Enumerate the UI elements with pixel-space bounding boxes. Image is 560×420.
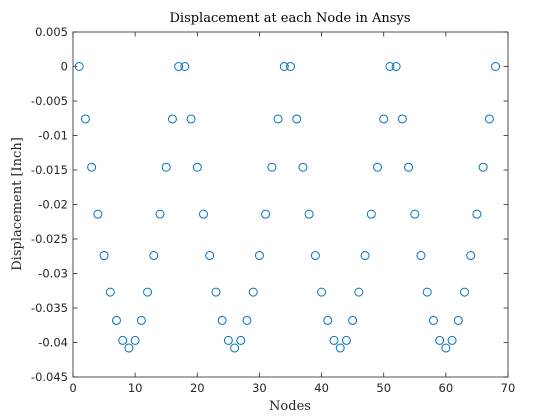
data-point bbox=[205, 251, 215, 261]
x-tick-label: 40 bbox=[314, 381, 329, 395]
data-point bbox=[435, 335, 445, 345]
x-tick-label: 70 bbox=[501, 381, 516, 395]
data-point bbox=[93, 209, 103, 219]
data-point bbox=[180, 62, 190, 71]
data-point bbox=[428, 315, 438, 325]
x-axis-label: Nodes bbox=[269, 399, 311, 414]
data-point bbox=[292, 114, 302, 124]
data-point bbox=[317, 287, 327, 297]
data-point bbox=[217, 315, 227, 325]
data-point bbox=[329, 335, 339, 345]
chart-title: Displacement at each Node in Ansys bbox=[169, 11, 410, 26]
data-point bbox=[199, 209, 208, 219]
plot-area: 0 10 20 30 40 50 60 70 0.005 0 -0.005 -0.01 -0.015 -0… bbox=[31, 25, 515, 395]
data-point bbox=[248, 287, 258, 297]
data-point bbox=[286, 62, 295, 71]
data-point bbox=[385, 62, 395, 71]
y-tick-label: -0.01 bbox=[38, 129, 68, 143]
data-point bbox=[149, 251, 159, 261]
data-point bbox=[360, 251, 370, 261]
data-point bbox=[261, 209, 271, 219]
x-tick-label: 30 bbox=[252, 381, 267, 395]
data-point bbox=[366, 209, 376, 219]
y-tick-label: -0.035 bbox=[31, 301, 68, 315]
x-tick-label: 20 bbox=[190, 381, 205, 395]
data-point bbox=[422, 287, 432, 297]
data-point bbox=[87, 162, 97, 172]
x-tick-label: 60 bbox=[439, 381, 454, 395]
data-point bbox=[273, 114, 283, 124]
data-point bbox=[118, 335, 128, 345]
data-point bbox=[155, 209, 165, 219]
data-point bbox=[99, 251, 109, 261]
data-point bbox=[453, 315, 463, 325]
x-tick-label: 50 bbox=[376, 381, 391, 395]
data-point bbox=[323, 315, 333, 325]
data-point bbox=[491, 62, 501, 71]
data-point bbox=[354, 287, 364, 297]
data-point bbox=[192, 162, 202, 172]
data-point bbox=[441, 343, 451, 353]
data-point bbox=[416, 251, 426, 261]
axes-box bbox=[72, 31, 509, 378]
data-point bbox=[161, 162, 171, 172]
data-point bbox=[335, 343, 345, 353]
data-point bbox=[397, 114, 407, 124]
data-point bbox=[167, 114, 177, 124]
y-tick-label: -0.03 bbox=[38, 267, 68, 281]
data-point bbox=[143, 287, 153, 297]
x-tick-label: 10 bbox=[128, 381, 143, 395]
data-point bbox=[74, 62, 84, 71]
data-point bbox=[124, 343, 134, 353]
data-point bbox=[484, 114, 494, 124]
data-point bbox=[472, 209, 482, 219]
data-point bbox=[174, 62, 184, 71]
data-point bbox=[236, 335, 246, 345]
data-point bbox=[230, 343, 240, 353]
data-point bbox=[80, 114, 90, 124]
data-point bbox=[223, 335, 233, 345]
data-point bbox=[478, 162, 488, 172]
y-tick-label: -0.025 bbox=[31, 232, 68, 246]
y-axis-label: Displacement [Inch] bbox=[10, 137, 25, 271]
data-point bbox=[298, 162, 308, 172]
data-point bbox=[242, 315, 252, 325]
data-point bbox=[348, 315, 358, 325]
data-point bbox=[460, 287, 469, 297]
data-point bbox=[379, 114, 389, 124]
data-point bbox=[105, 287, 115, 297]
data-point bbox=[130, 335, 140, 345]
x-tick-label: 0 bbox=[69, 381, 76, 395]
data-point bbox=[136, 315, 146, 325]
y-tick-label: 0 bbox=[61, 60, 68, 74]
data-point bbox=[391, 62, 401, 71]
y-tick-label: -0.02 bbox=[38, 198, 68, 212]
y-tick-label: -0.015 bbox=[31, 163, 68, 177]
data-point bbox=[404, 162, 414, 172]
data-point bbox=[186, 114, 196, 124]
data-point bbox=[373, 162, 382, 172]
data-point bbox=[304, 209, 314, 219]
data-point bbox=[341, 335, 351, 345]
data-point bbox=[410, 209, 420, 219]
y-tick-label: -0.045 bbox=[31, 370, 68, 384]
data-point bbox=[112, 315, 121, 325]
data-point bbox=[466, 251, 476, 261]
data-point bbox=[447, 335, 457, 345]
data-point bbox=[267, 162, 277, 172]
data-point bbox=[310, 251, 320, 261]
data-point bbox=[279, 62, 289, 71]
y-tick-label: -0.04 bbox=[38, 336, 68, 350]
data-point bbox=[211, 287, 221, 297]
data-point bbox=[254, 251, 264, 261]
y-tick-label: -0.005 bbox=[31, 94, 68, 108]
y-tick-label: 0.005 bbox=[35, 25, 68, 39]
